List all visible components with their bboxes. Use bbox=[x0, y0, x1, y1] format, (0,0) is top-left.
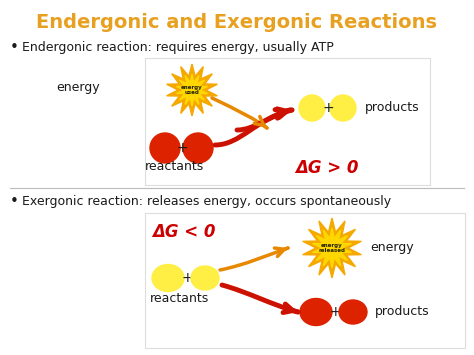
Text: +: + bbox=[176, 141, 188, 155]
Text: ΔG > 0: ΔG > 0 bbox=[295, 159, 358, 177]
Bar bbox=[145, 58, 430, 185]
Circle shape bbox=[150, 133, 180, 163]
Text: energy
released: energy released bbox=[319, 242, 346, 253]
Polygon shape bbox=[167, 64, 218, 116]
Text: products: products bbox=[375, 306, 429, 318]
Text: products: products bbox=[365, 102, 419, 115]
Ellipse shape bbox=[191, 266, 219, 290]
Text: +: + bbox=[181, 271, 193, 285]
Text: Endergonic and Exergonic Reactions: Endergonic and Exergonic Reactions bbox=[36, 12, 438, 32]
Text: +: + bbox=[329, 305, 341, 319]
Circle shape bbox=[330, 95, 356, 121]
Circle shape bbox=[183, 133, 213, 163]
Text: ΔG < 0: ΔG < 0 bbox=[152, 223, 216, 241]
Ellipse shape bbox=[152, 264, 184, 291]
Text: energy: energy bbox=[370, 241, 414, 255]
Circle shape bbox=[299, 95, 325, 121]
Polygon shape bbox=[312, 228, 352, 268]
Ellipse shape bbox=[339, 300, 367, 324]
Text: •: • bbox=[10, 195, 19, 209]
Polygon shape bbox=[176, 74, 208, 106]
Text: •: • bbox=[10, 40, 19, 55]
Text: reactants: reactants bbox=[150, 291, 210, 305]
Text: energy: energy bbox=[56, 82, 100, 94]
Text: energy
used: energy used bbox=[181, 84, 203, 95]
Polygon shape bbox=[303, 218, 361, 278]
Bar bbox=[145, 213, 465, 348]
Text: reactants: reactants bbox=[146, 160, 205, 174]
Text: Endergonic reaction: requires energy, usually ATP: Endergonic reaction: requires energy, us… bbox=[22, 42, 334, 55]
Ellipse shape bbox=[300, 299, 332, 326]
Text: Exergonic reaction: releases energy, occurs spontaneously: Exergonic reaction: releases energy, occ… bbox=[22, 196, 391, 208]
Text: +: + bbox=[322, 101, 334, 115]
